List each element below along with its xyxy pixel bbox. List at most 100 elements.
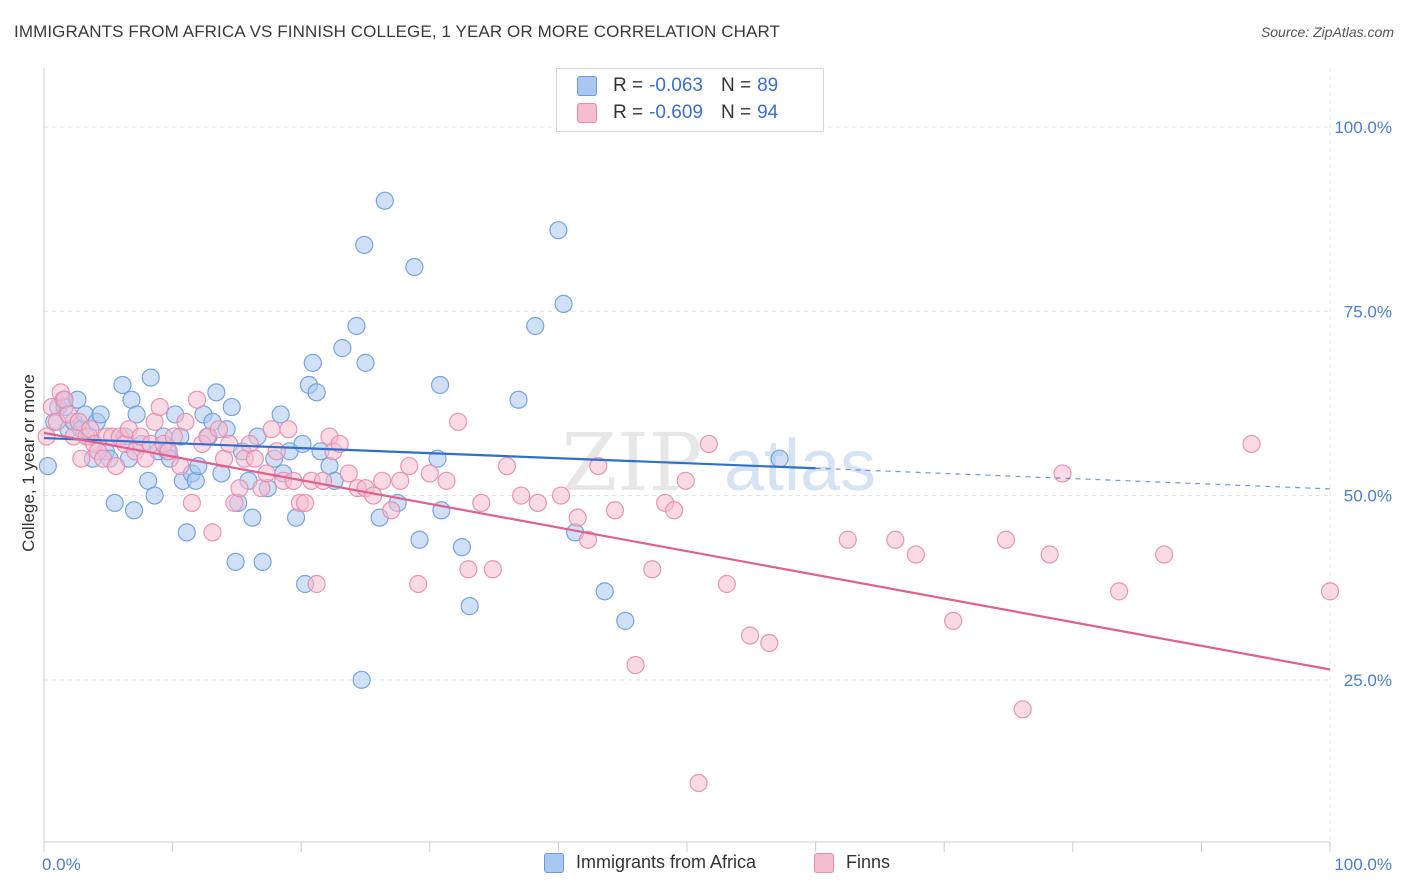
point-africa-49 (243, 508, 262, 527)
point-finns-52 (295, 493, 315, 513)
legend-item-africa[interactable]: Immigrants from Africa (544, 852, 756, 873)
y-axis-label: College, 1 year or more (19, 374, 38, 552)
point-finns-89 (717, 574, 736, 594)
y-tick-label-2: 75.0% (1344, 302, 1392, 321)
point-africa-81 (509, 390, 528, 409)
point-finns-38 (220, 434, 239, 454)
legend-item-finns[interactable]: Finns (814, 852, 890, 873)
point-africa-79 (452, 538, 472, 557)
legend-r-key: R = (613, 102, 644, 123)
trend-lines (43, 431, 1331, 671)
point-finns-46 (262, 420, 281, 439)
point-africa-74 (405, 257, 424, 277)
point-africa-25 (141, 368, 160, 387)
point-finns-103 (1320, 582, 1340, 601)
point-finns-97 (1013, 700, 1032, 719)
point-africa-61 (303, 353, 322, 372)
point-finns-76 (528, 493, 547, 513)
point-finns-40 (230, 479, 249, 498)
legend-label-africa: Immigrants from Africa (576, 852, 757, 872)
point-finns-85 (665, 501, 684, 520)
point-finns-94 (906, 545, 926, 564)
point-finns-16 (106, 456, 126, 476)
trend-extension-africa (815, 467, 1331, 490)
y-tick-label-1: 50.0% (1344, 487, 1392, 506)
point-finns-92 (838, 530, 857, 549)
point-finns-32 (187, 390, 207, 409)
point-finns-98 (1040, 545, 1059, 564)
point-africa-45 (226, 552, 245, 571)
tick-labels: 25.0% 50.0% 75.0% 100.0% 0.0% 100.0% (42, 118, 1392, 874)
axes (43, 68, 1331, 852)
point-africa-34 (177, 523, 196, 542)
point-africa-62 (307, 383, 326, 402)
legend-n-key: N = (720, 102, 752, 123)
point-finns-88 (699, 434, 718, 454)
point-finns-79 (578, 530, 598, 549)
point-finns-82 (626, 655, 645, 675)
point-finns-96 (996, 530, 1016, 549)
point-finns-55 (313, 471, 333, 490)
point-finns-64 (382, 501, 401, 520)
point-finns-75 (512, 486, 531, 505)
point-finns-0 (37, 427, 56, 446)
point-africa-51 (253, 552, 272, 571)
point-finns-49 (279, 420, 298, 439)
point-africa-67 (347, 316, 366, 336)
point-finns-47 (267, 442, 286, 461)
series-legend: Immigrants from Africa Finns (0, 852, 1406, 878)
point-finns-80 (589, 456, 608, 476)
point-finns-58 (330, 434, 349, 454)
point-finns-95 (944, 611, 963, 630)
point-finns-72 (472, 493, 491, 513)
point-finns-28 (164, 427, 183, 446)
legend-n-key: N = (720, 75, 752, 96)
point-finns-87 (689, 773, 708, 793)
legend-r-value: -0.063 (649, 75, 703, 96)
legend-swatch-africa (544, 852, 564, 873)
point-finns-59 (339, 464, 358, 483)
legend-swatch-finns (577, 103, 597, 123)
legend-n-value: 94 (757, 102, 779, 123)
point-finns-35 (203, 523, 222, 542)
point-africa-77 (430, 375, 450, 395)
point-finns-74 (497, 456, 517, 476)
point-finns-70 (448, 412, 468, 431)
legend-swatch-finns (814, 852, 834, 873)
point-africa-84 (554, 294, 573, 313)
point-finns-54 (307, 574, 326, 594)
point-africa-86 (595, 582, 614, 601)
point-africa-26 (145, 486, 164, 505)
chart-title: IMMIGRANTS FROM AFRICA VS FINNISH COLLEG… (14, 22, 780, 41)
point-finns-83 (643, 560, 662, 579)
point-finns-71 (459, 560, 478, 579)
point-finns-91 (760, 633, 779, 653)
point-finns-86 (676, 471, 695, 490)
point-finns-68 (420, 464, 439, 483)
point-finns-78 (568, 508, 587, 527)
point-africa-80 (460, 597, 479, 616)
x-tick-label-0: 0.0% (42, 855, 81, 874)
y-tick-label-3: 100.0% (1334, 118, 1392, 137)
point-africa-16 (105, 493, 124, 513)
point-finns-43 (245, 449, 265, 468)
legend-label-finns: Finns (846, 852, 891, 872)
point-africa-87 (616, 611, 635, 630)
point-africa-0 (38, 456, 57, 476)
legend-row-africa: R = -0.063 N = 89 (577, 73, 778, 99)
point-africa-66 (333, 339, 352, 358)
point-finns-102 (1242, 434, 1261, 454)
legend-swatch-africa (577, 76, 597, 96)
point-africa-82 (526, 316, 545, 336)
point-africa-75 (410, 530, 429, 549)
point-finns-101 (1155, 545, 1174, 564)
point-finns-30 (176, 412, 195, 431)
correlation-legend: R = -0.063 N = 89 R = -0.609 N = 94 (556, 68, 824, 132)
point-finns-31 (182, 493, 201, 513)
point-finns-81 (605, 501, 625, 520)
point-africa-21 (124, 501, 144, 520)
point-africa-44 (222, 397, 241, 417)
point-africa-68 (352, 670, 371, 689)
point-africa-58 (293, 434, 312, 454)
